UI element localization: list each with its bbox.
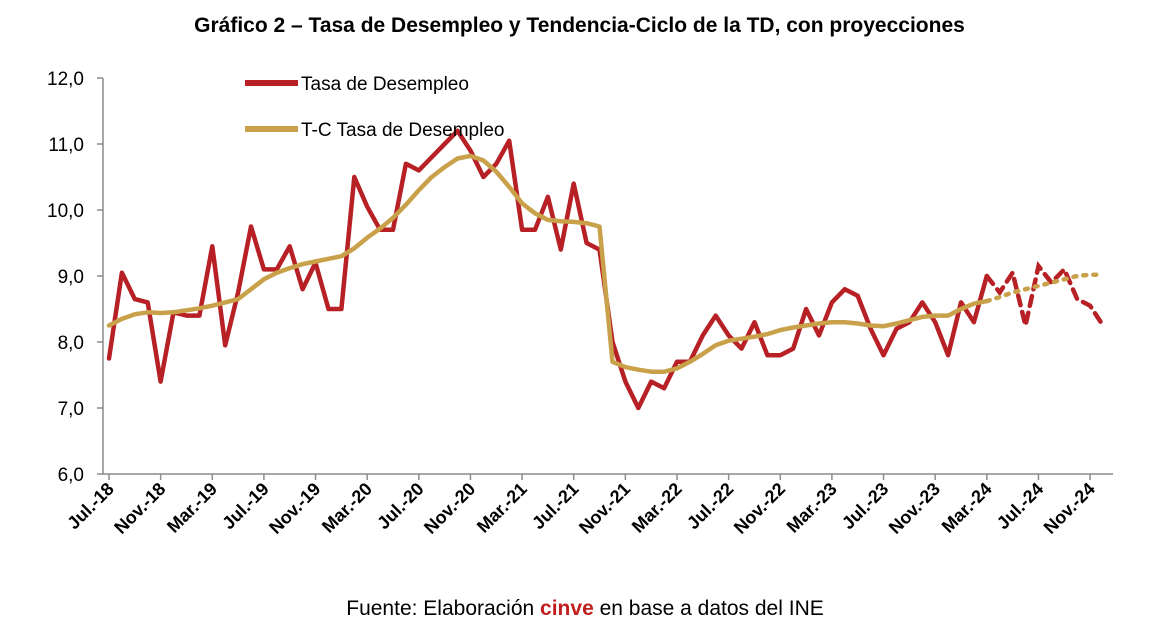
series-line-tendencia — [106, 153, 990, 374]
x-tick-label: Nov.-20 — [420, 479, 479, 538]
x-tick-label: Jul.-24 — [993, 479, 1047, 533]
x-tick-label: Nov.-23 — [885, 479, 944, 538]
chart-title: Gráfico 2 – Tasa de Desempleo y Tendenci… — [194, 14, 965, 37]
legend: Tasa de Desempleo T-C Tasa de Desempleo — [245, 74, 504, 141]
source-suffix: en base a datos del INE — [593, 597, 824, 620]
x-tick-label: Jul.-19 — [218, 479, 272, 533]
source-note: Fuente: Elaboración cinve en base a dato… — [0, 597, 1159, 621]
projection-line-tasa — [984, 260, 1106, 328]
legend-label-tasa: Tasa de Desempleo — [301, 74, 469, 95]
y-tick-label: 8,0 — [58, 333, 84, 354]
legend-label-tendencia: T-C Tasa de Desempleo — [301, 120, 504, 141]
x-tick-label: Jul.-20 — [373, 479, 427, 533]
y-axis-ticks: 12,0 11,0 10,0 9,0 8,0 7,0 6,0 — [47, 69, 103, 486]
y-tick-label: 9,0 — [58, 267, 84, 288]
x-tick-label: Mar.-21 — [473, 479, 531, 537]
series-line-tasa — [106, 128, 990, 411]
plot-area — [106, 128, 1106, 411]
y-tick-label: 11,0 — [48, 135, 84, 156]
x-tick-label: Jul.-22 — [683, 479, 737, 533]
projection-line-tendencia — [984, 272, 1106, 304]
x-tick-label: Jul.-18 — [63, 479, 117, 533]
x-tick-label: Nov.-19 — [265, 479, 324, 538]
source-highlight: cinve — [540, 597, 594, 620]
x-tick-label: Nov.-24 — [1040, 479, 1099, 538]
x-tick-label: Mar.-24 — [938, 479, 996, 537]
y-tick-label: 12,0 — [47, 69, 84, 90]
y-tick-label: 7,0 — [58, 399, 84, 420]
x-tick-label: Mar.-22 — [628, 479, 686, 537]
x-axis-ticks: Jul.-18Nov.-18Mar.-19Jul.-19Nov.-19Mar.-… — [63, 474, 1099, 538]
x-tick-label: Mar.-19 — [163, 479, 221, 537]
x-tick-label: Mar.-20 — [318, 479, 376, 537]
source-prefix: Fuente: Elaboración — [346, 597, 541, 620]
y-tick-label: 10,0 — [47, 201, 84, 222]
x-tick-label: Jul.-21 — [528, 479, 582, 533]
y-tick-label: 6,0 — [58, 465, 84, 486]
x-tick-label: Nov.-22 — [730, 479, 789, 538]
chart-axes — [102, 78, 1113, 475]
x-tick-label: Nov.-18 — [110, 479, 169, 538]
x-tick-label: Mar.-23 — [783, 479, 841, 537]
x-tick-label: Nov.-21 — [575, 479, 634, 538]
x-tick-label: Jul.-23 — [838, 479, 892, 533]
